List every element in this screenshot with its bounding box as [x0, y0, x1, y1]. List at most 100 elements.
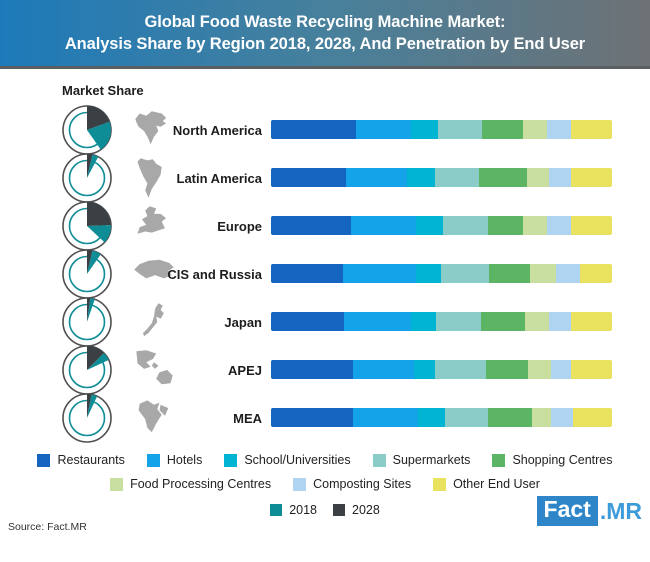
bar-segment-supermarkets — [444, 408, 488, 427]
bar-segment-composting-sites — [547, 120, 572, 139]
bar-segment-supermarkets — [434, 360, 486, 379]
market-share-label: Market Share — [62, 83, 144, 98]
legend-swatch-hotels — [146, 453, 160, 467]
bar-segment-other-end-user — [571, 216, 612, 235]
legend-item-other-end-user: Other End User — [433, 477, 540, 491]
legend-label: Restaurants — [57, 453, 125, 467]
stacked-bar-japan — [271, 312, 612, 331]
map-mea-icon — [138, 400, 169, 433]
region-row-cis-and-russia: CIS and Russia — [0, 249, 650, 299]
bar-segment-school-universities — [415, 264, 442, 283]
stacked-bar-apej — [271, 360, 612, 379]
source-note: Source: Fact.MR — [8, 521, 87, 533]
market-share-gauge-europe — [62, 201, 112, 251]
bar-segment-restaurants — [271, 408, 353, 427]
bar-segment-hotels — [356, 120, 411, 139]
bar-segment-other-end-user — [571, 312, 612, 331]
bar-segment-composting-sites — [550, 408, 573, 427]
title-line-2: Analysis Share by Region 2018, 2028, And… — [64, 34, 586, 53]
bar-segment-shopping-centres — [480, 312, 526, 331]
year-legend-item-2028: 2028 — [333, 503, 380, 517]
bar-segment-restaurants — [271, 264, 343, 283]
year-swatch-2018 — [270, 504, 283, 516]
market-share-gauge-japan — [62, 297, 112, 347]
legend-row-1: Restaurants Hotels School/Universities Supe… — [37, 453, 613, 467]
bar-segment-supermarkets — [434, 168, 479, 187]
bar-segment-shopping-centres — [489, 264, 531, 283]
stacked-bar-latin-america — [271, 168, 612, 187]
legend-swatch-composting-sites — [293, 477, 307, 491]
bar-segment-other-end-user — [571, 168, 612, 187]
bar-segment-restaurants — [271, 216, 352, 235]
bar-segment-food-processing-centres — [531, 408, 551, 427]
legend-label: Composting Sites — [313, 477, 412, 491]
bar-segment-hotels — [351, 216, 416, 235]
legend-label: Hotels — [166, 453, 203, 467]
stacked-bar-mea — [271, 408, 612, 427]
bar-segment-supermarkets — [436, 312, 481, 331]
logo-mr-text: .MR — [599, 497, 642, 524]
bar-segment-restaurants — [271, 120, 357, 139]
bar-segment-shopping-centres — [485, 360, 529, 379]
legend-item-supermarkets: Supermarkets — [372, 453, 471, 467]
stacked-bar-cis-and-russia — [271, 264, 612, 283]
year-label: 2028 — [352, 503, 380, 517]
bar-segment-hotels — [352, 360, 415, 379]
bar-segment-school-universities — [410, 312, 437, 331]
market-share-gauge-north-america — [62, 105, 112, 155]
legend-label: Supermarkets — [392, 453, 471, 467]
market-share-gauge-apej — [62, 345, 112, 395]
bar-segment-other-end-user — [579, 264, 612, 283]
bar-segment-supermarkets — [443, 216, 488, 235]
bar-segment-shopping-centres — [487, 216, 524, 235]
market-share-gauge-mea — [62, 393, 112, 443]
bar-segment-food-processing-centres — [528, 360, 551, 379]
region-label-europe: Europe — [217, 219, 262, 234]
year-label: 2018 — [289, 503, 317, 517]
legend-item-hotels: Hotels — [146, 453, 203, 467]
legend-label: Other End User — [453, 477, 540, 491]
bar-segment-food-processing-centres — [523, 120, 548, 139]
region-label-apej: APEJ — [228, 363, 262, 378]
legend-swatch-supermarkets — [372, 453, 386, 467]
region-label-latin-america: Latin America — [176, 171, 263, 186]
region-label-mea: MEA — [233, 411, 262, 426]
stacked-bar-europe — [271, 216, 612, 235]
legend-swatch-school-universities — [224, 453, 238, 467]
bar-segment-supermarkets — [438, 120, 483, 139]
year-legend-item-2018: 2018 — [270, 503, 317, 517]
bar-segment-composting-sites — [548, 312, 572, 331]
bar-segment-food-processing-centres — [530, 264, 556, 283]
legend-swatch-food-processing-centres — [110, 477, 124, 491]
title-line-1: Global Food Waste Recycling Machine Mark… — [144, 12, 506, 31]
bar-segment-composting-sites — [555, 264, 580, 283]
legend-swatch-shopping-centres — [492, 453, 506, 467]
stacked-bar-north-america — [271, 120, 612, 139]
bar-segment-restaurants — [271, 312, 345, 331]
bar-segment-hotels — [346, 168, 408, 187]
legend-label: School/Universities — [244, 453, 351, 467]
region-row-apej: APEJ — [0, 345, 650, 395]
map-japan-icon — [143, 303, 164, 337]
year-swatch-2028 — [333, 504, 345, 516]
region-row-latin-america: Latin America — [0, 153, 650, 203]
legend-item-food-processing-centres: Food Processing Centres — [110, 477, 271, 491]
legend-label: Food Processing Centres — [130, 477, 272, 491]
legend-row-2: Food Processing Centres Composting Sites O… — [110, 477, 540, 491]
market-share-gauge-latin-america — [62, 153, 112, 203]
bar-segment-school-universities — [415, 216, 444, 235]
bar-segment-hotels — [352, 408, 418, 427]
bar-segment-food-processing-centres — [525, 312, 549, 331]
bar-segment-school-universities — [407, 168, 435, 187]
bar-segment-composting-sites — [547, 216, 572, 235]
region-row-north-america: North America — [0, 105, 650, 155]
legend-item-school-universities: School/Universities — [224, 453, 351, 467]
region-label-japan: Japan — [224, 315, 262, 330]
end-user-legend: Restaurants Hotels School/Universities Supe… — [0, 453, 650, 491]
bar-segment-school-universities — [410, 120, 439, 139]
bar-segment-composting-sites — [548, 168, 572, 187]
legend-item-composting-sites: Composting Sites — [293, 477, 411, 491]
legend-item-restaurants: Restaurants — [37, 453, 125, 467]
map-cis-and-russia-icon — [134, 259, 174, 279]
legend-label: Shopping Centres — [512, 453, 613, 467]
